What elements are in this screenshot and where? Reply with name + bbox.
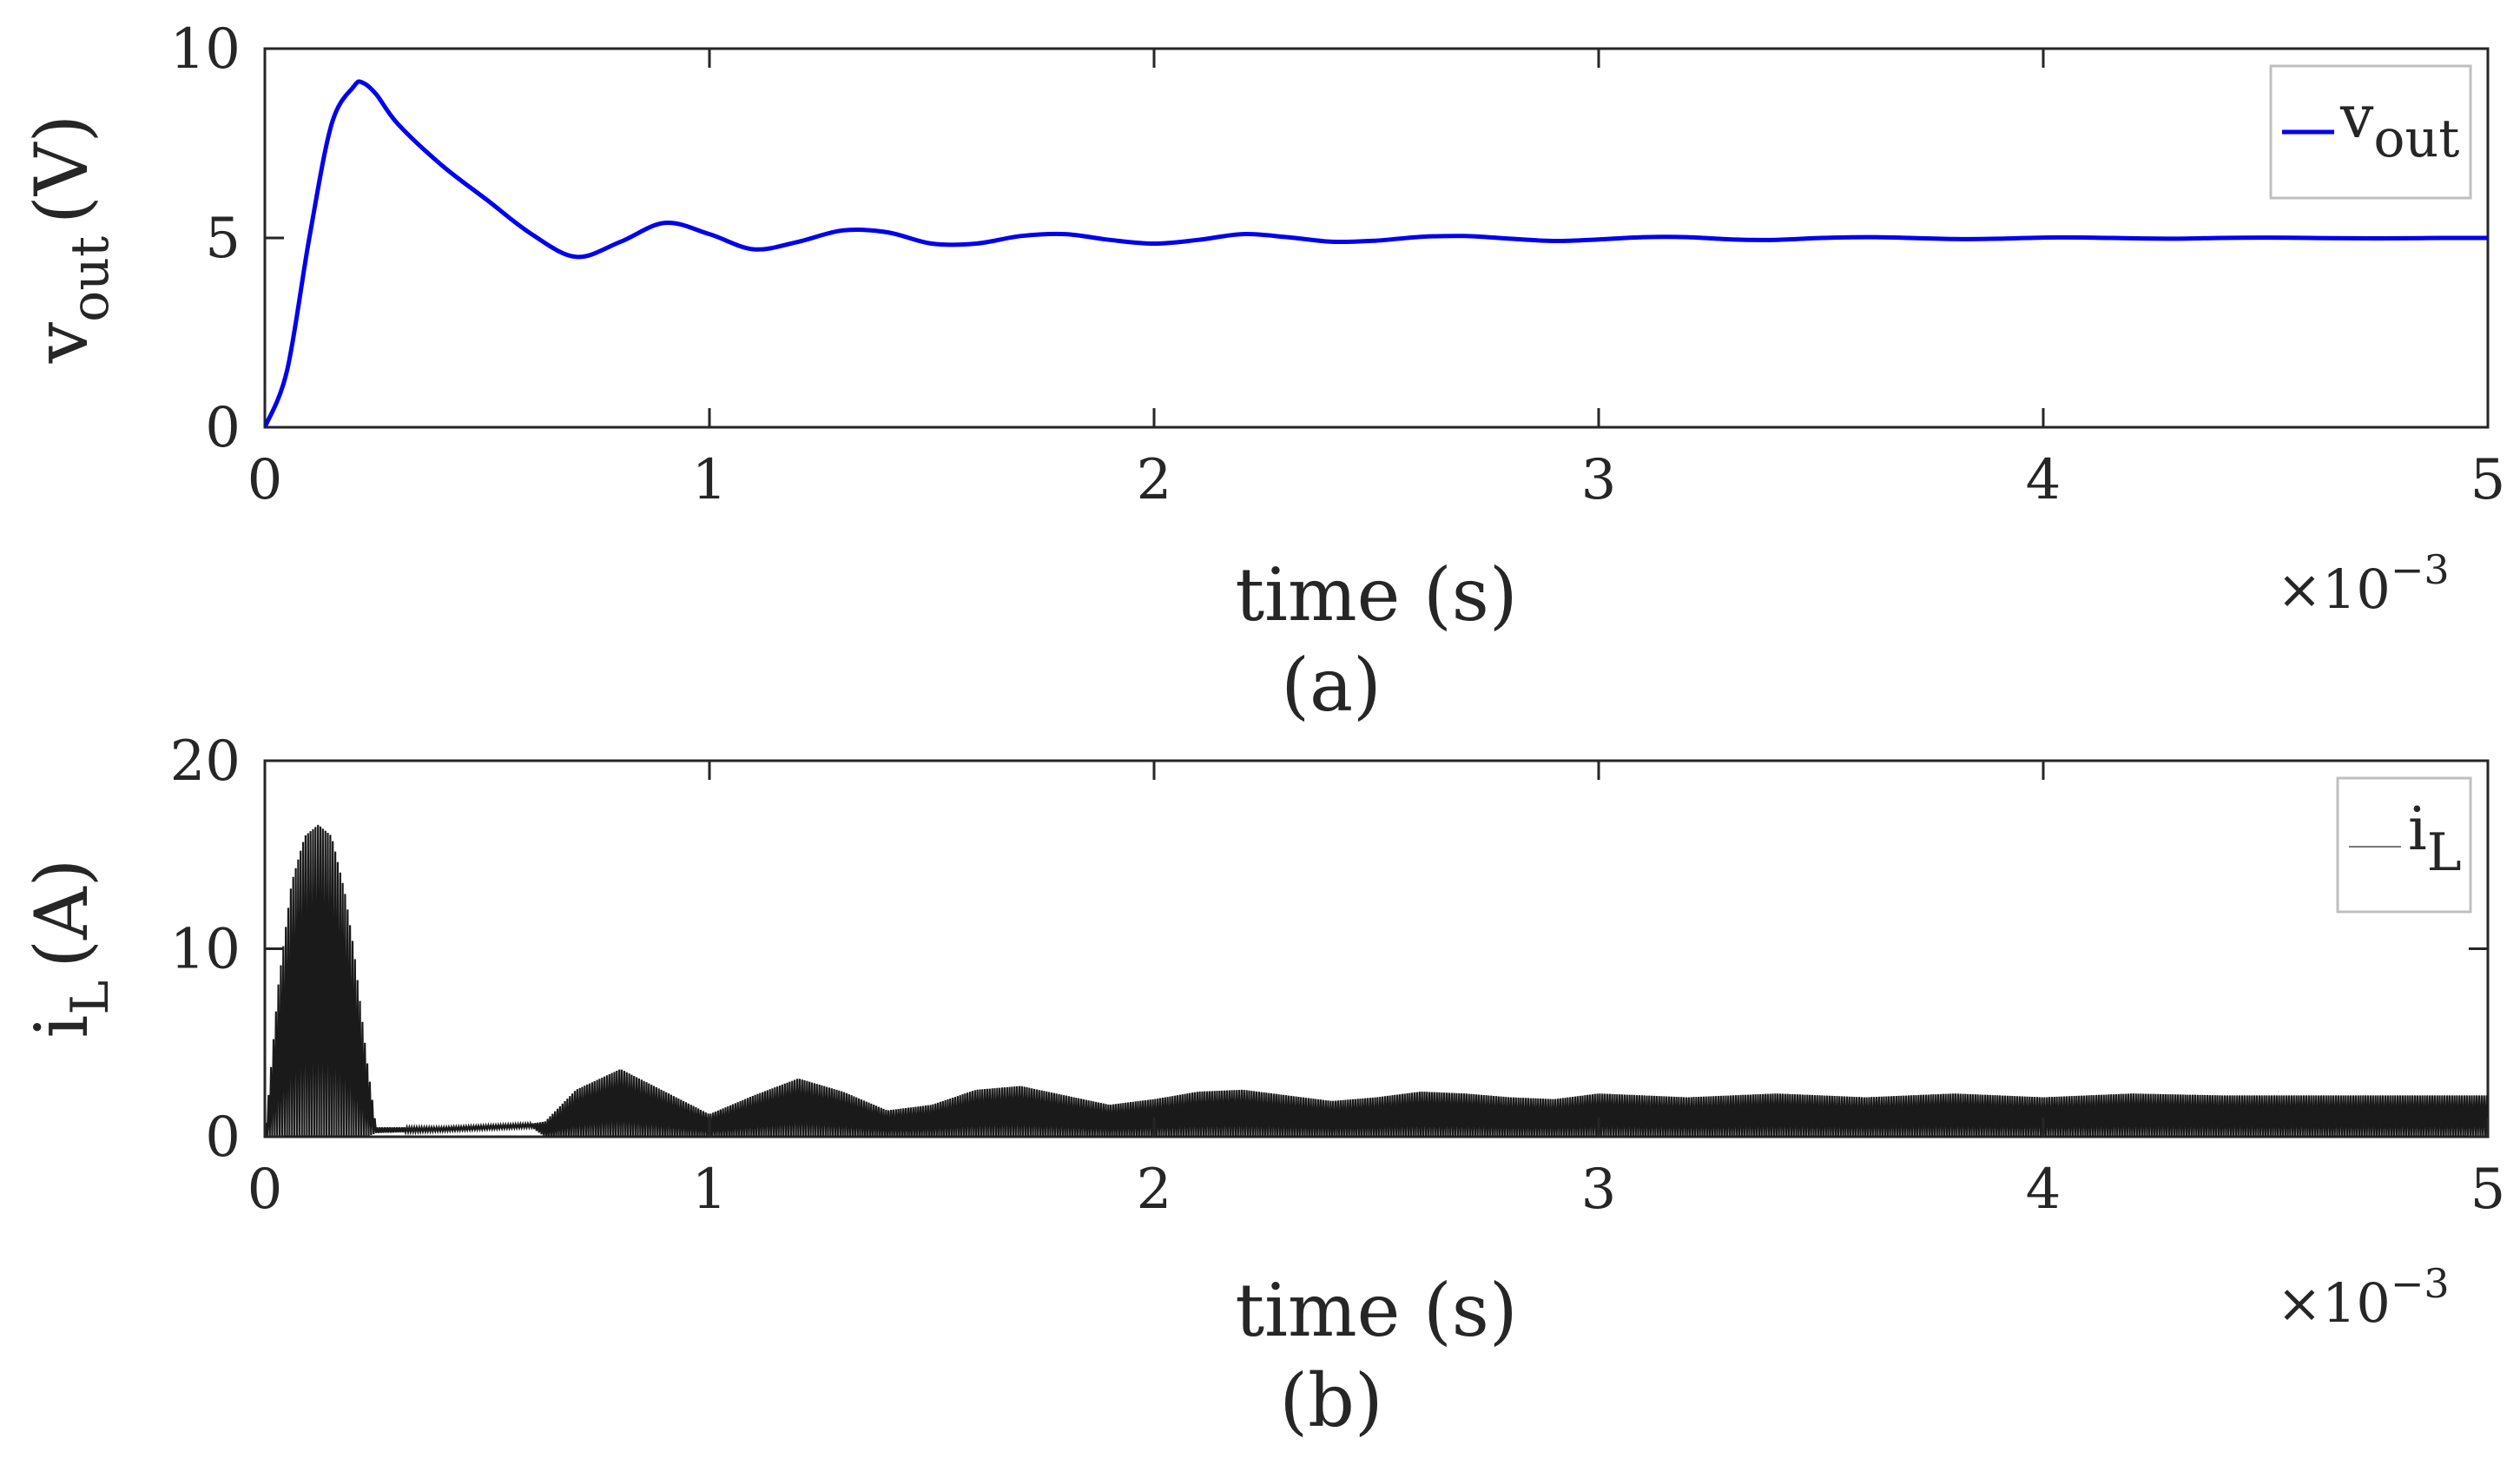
x-tick-label-a-4: 4	[2026, 448, 2062, 512]
x-tick-label-a-5: 5	[2471, 448, 2506, 512]
x-tick-label-b-3: 3	[1581, 1158, 1617, 1222]
y-tick-labels-b: 0 10 20	[170, 729, 241, 1170]
legend-label-vout: vout	[2339, 83, 2459, 169]
legend-b: iL	[2336, 776, 2472, 914]
caption-a: (a)	[1281, 643, 1382, 728]
ticks-a	[263, 47, 2490, 429]
series-il-ripple	[265, 824, 2488, 1137]
y-tick-label-b-0: 0	[205, 1105, 241, 1170]
x-tick-label-b-2: 2	[1137, 1158, 1172, 1222]
x-tick-label-a-1: 1	[692, 448, 728, 512]
y-tick-label-b-2: 20	[170, 729, 241, 794]
y-axis-label-a: vout(V)	[19, 115, 121, 365]
x-tick-label-b-0: 0	[247, 1158, 283, 1222]
x-tick-label-a-3: 3	[1581, 448, 1617, 512]
x-tick-label-a-0: 0	[247, 448, 283, 512]
x-tick-label-b-5: 5	[2471, 1158, 2506, 1222]
ticks-b	[263, 759, 2490, 1138]
x-tick-label-b-1: 1	[692, 1158, 728, 1222]
x-axis-label-a: time (s)	[1235, 552, 1517, 637]
y-tick-label-a-0: 0	[205, 396, 241, 460]
panel-b: 0 1 2 3 4 5 0 10 20 iL iL(A) time (s) ×10−3 (b)	[19, 729, 2505, 1443]
legend-a: vout	[2269, 64, 2472, 200]
y-tick-label-b-1: 10	[170, 918, 241, 982]
series-vout-line	[265, 79, 2488, 427]
y-tick-label-a-1: 5	[205, 207, 241, 271]
caption-b: (b)	[1279, 1358, 1382, 1443]
x-tick-labels-a: 0 1 2 3 4 5	[247, 448, 2506, 512]
x-multiplier-b: ×10−3	[2277, 1260, 2450, 1335]
y-tick-label-a-2: 10	[170, 17, 241, 82]
x-axis-label-b: time (s)	[1235, 1268, 1517, 1353]
legend-label-il: iL	[2408, 795, 2462, 883]
x-tick-label-b-4: 4	[2026, 1158, 2062, 1222]
y-tick-labels-a: 0 5 10	[170, 17, 241, 460]
plot-area-b	[263, 759, 2490, 1138]
legend-box-b	[2336, 776, 2472, 914]
y-axis-label-b: iL(A)	[19, 859, 121, 1039]
x-multiplier-a: ×10−3	[2277, 546, 2450, 621]
x-tick-label-a-2: 2	[1137, 448, 1172, 512]
x-tick-labels-b: 0 1 2 3 4 5	[247, 1158, 2506, 1222]
